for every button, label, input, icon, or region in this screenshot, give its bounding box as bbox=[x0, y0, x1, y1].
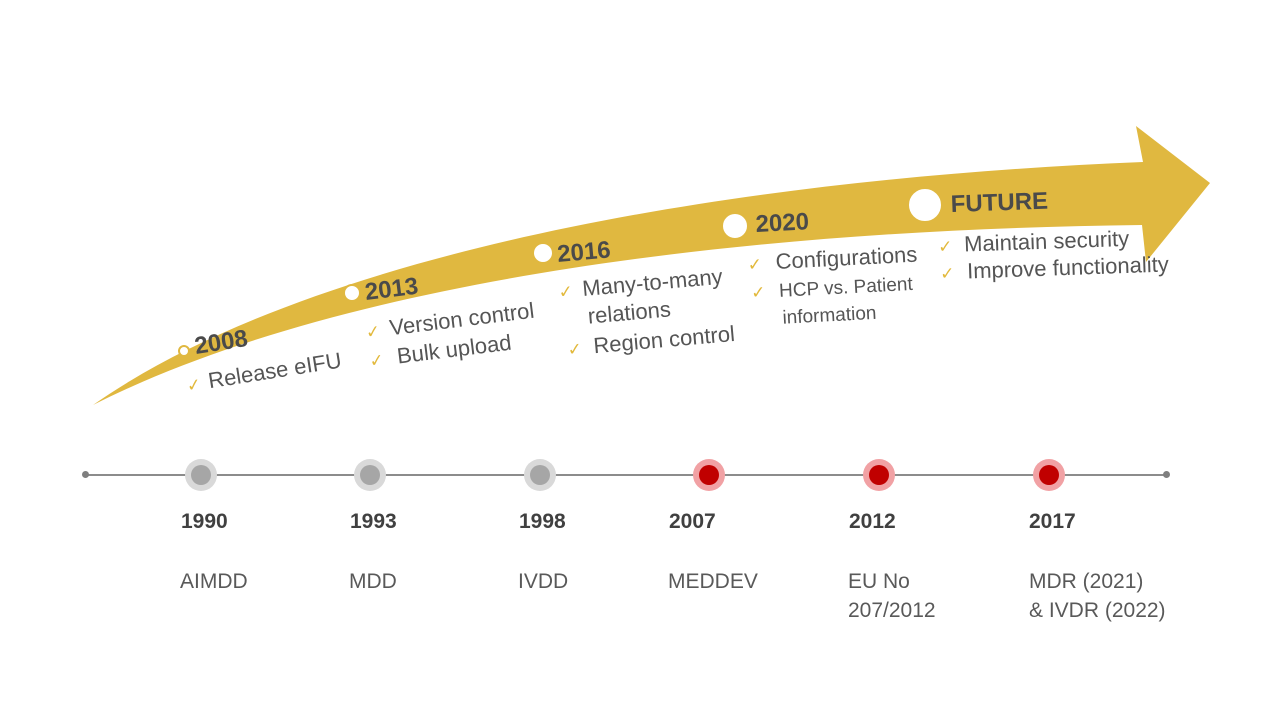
milestone-dots bbox=[178, 187, 943, 357]
regulation-year: 2017 bbox=[1029, 510, 1076, 533]
check-icon: ✓ bbox=[567, 339, 583, 360]
milestone-item: Maintain security bbox=[964, 226, 1130, 257]
timeline-node-1990 bbox=[185, 459, 217, 491]
regulation-year: 2007 bbox=[669, 510, 716, 533]
timeline-node-2012 bbox=[863, 459, 895, 491]
milestone-dot-2013 bbox=[343, 284, 361, 302]
check-icon: ✓ bbox=[940, 264, 955, 284]
milestone-dot-2020 bbox=[721, 212, 749, 240]
check-icon: ✓ bbox=[938, 237, 953, 257]
milestone-year: 2016 bbox=[556, 236, 612, 268]
regulation-name: MDD bbox=[349, 570, 397, 593]
check-icon: ✓ bbox=[368, 350, 385, 372]
regulation-year: 2012 bbox=[849, 510, 896, 533]
check-icon: ✓ bbox=[558, 282, 574, 303]
timeline-start-dot bbox=[82, 471, 89, 478]
milestone-dot-future bbox=[907, 187, 943, 223]
regulation-name: MDR (2021) & IVDR (2022) bbox=[1029, 570, 1166, 622]
regulation-name: AIMDD bbox=[180, 570, 248, 593]
milestone-year: FUTURE bbox=[950, 188, 1048, 218]
timeline-node-1993 bbox=[354, 459, 386, 491]
node-core bbox=[530, 465, 550, 485]
check-icon: ✓ bbox=[185, 375, 202, 397]
timeline-axis bbox=[85, 474, 1167, 476]
milestone-dot-2008 bbox=[178, 345, 190, 357]
node-core bbox=[360, 465, 380, 485]
check-icon: ✓ bbox=[747, 255, 762, 276]
timeline-end-dot bbox=[1163, 471, 1170, 478]
milestone-item: information bbox=[782, 303, 877, 329]
regulation-name: EU No 207/2012 bbox=[848, 570, 936, 622]
milestone-year: 2013 bbox=[363, 273, 419, 306]
node-core bbox=[1039, 465, 1059, 485]
regulation-year: 1998 bbox=[519, 510, 566, 533]
timeline-node-2007 bbox=[693, 459, 725, 491]
regulation-year: 1993 bbox=[350, 510, 397, 533]
milestone-dot-2016 bbox=[532, 242, 554, 264]
regulation-name: IVDD bbox=[518, 570, 569, 593]
regulation-name: MEDDEV bbox=[668, 570, 758, 593]
check-icon: ✓ bbox=[751, 283, 766, 304]
milestone-year: 2020 bbox=[755, 208, 810, 238]
timeline-node-1998 bbox=[524, 459, 556, 491]
node-core bbox=[869, 465, 889, 485]
regulation-year: 1990 bbox=[181, 510, 228, 533]
node-core bbox=[699, 465, 719, 485]
check-icon: ✓ bbox=[365, 322, 382, 344]
node-core bbox=[191, 465, 211, 485]
timeline-node-2017 bbox=[1033, 459, 1065, 491]
